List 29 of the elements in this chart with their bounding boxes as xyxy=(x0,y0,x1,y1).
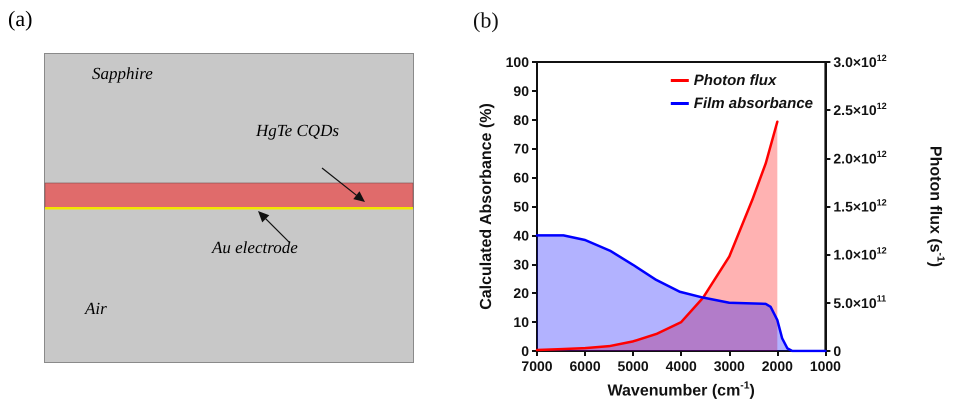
y-tick-label: 100 xyxy=(506,54,530,70)
legend-label: Film absorbance xyxy=(694,95,813,112)
x-tick-label: 6000 xyxy=(569,358,601,374)
y2-axis-title: Photon flux (s-1) xyxy=(926,146,946,268)
chart-title: (b) xyxy=(473,8,499,32)
y-tick-label: 50 xyxy=(513,198,530,214)
y2-tick-label: 0 xyxy=(833,343,842,359)
x-tick-label: 1000 xyxy=(810,358,842,374)
x-tick-label: 3000 xyxy=(714,358,746,374)
text: Air xyxy=(85,299,107,319)
y-tick-label: 70 xyxy=(513,140,530,157)
y-axis-title: Calculated Absorbance (%) xyxy=(478,103,496,310)
legend-label: Photon flux xyxy=(694,72,777,89)
x-tick-label: 2000 xyxy=(762,358,794,374)
text: (a) xyxy=(8,6,32,32)
y-tick-label: 10 xyxy=(513,314,530,330)
y-tick-label: 20 xyxy=(513,285,530,302)
y-tick-label: 30 xyxy=(513,256,530,272)
x-tick-label: 7000 xyxy=(521,358,553,374)
y-tick-label: 60 xyxy=(513,170,530,186)
x-tick-label: 4000 xyxy=(666,358,697,374)
text: HgTe CQDs xyxy=(256,121,339,141)
y-tick-label: 0 xyxy=(521,343,530,359)
y-tick-label: 80 xyxy=(513,112,530,128)
text: Sapphire xyxy=(92,64,153,84)
text: Au electrode xyxy=(212,238,298,258)
y-tick-label: 40 xyxy=(513,227,530,244)
y-tick-label: 90 xyxy=(513,82,530,99)
x-tick-label: 5000 xyxy=(618,358,649,374)
